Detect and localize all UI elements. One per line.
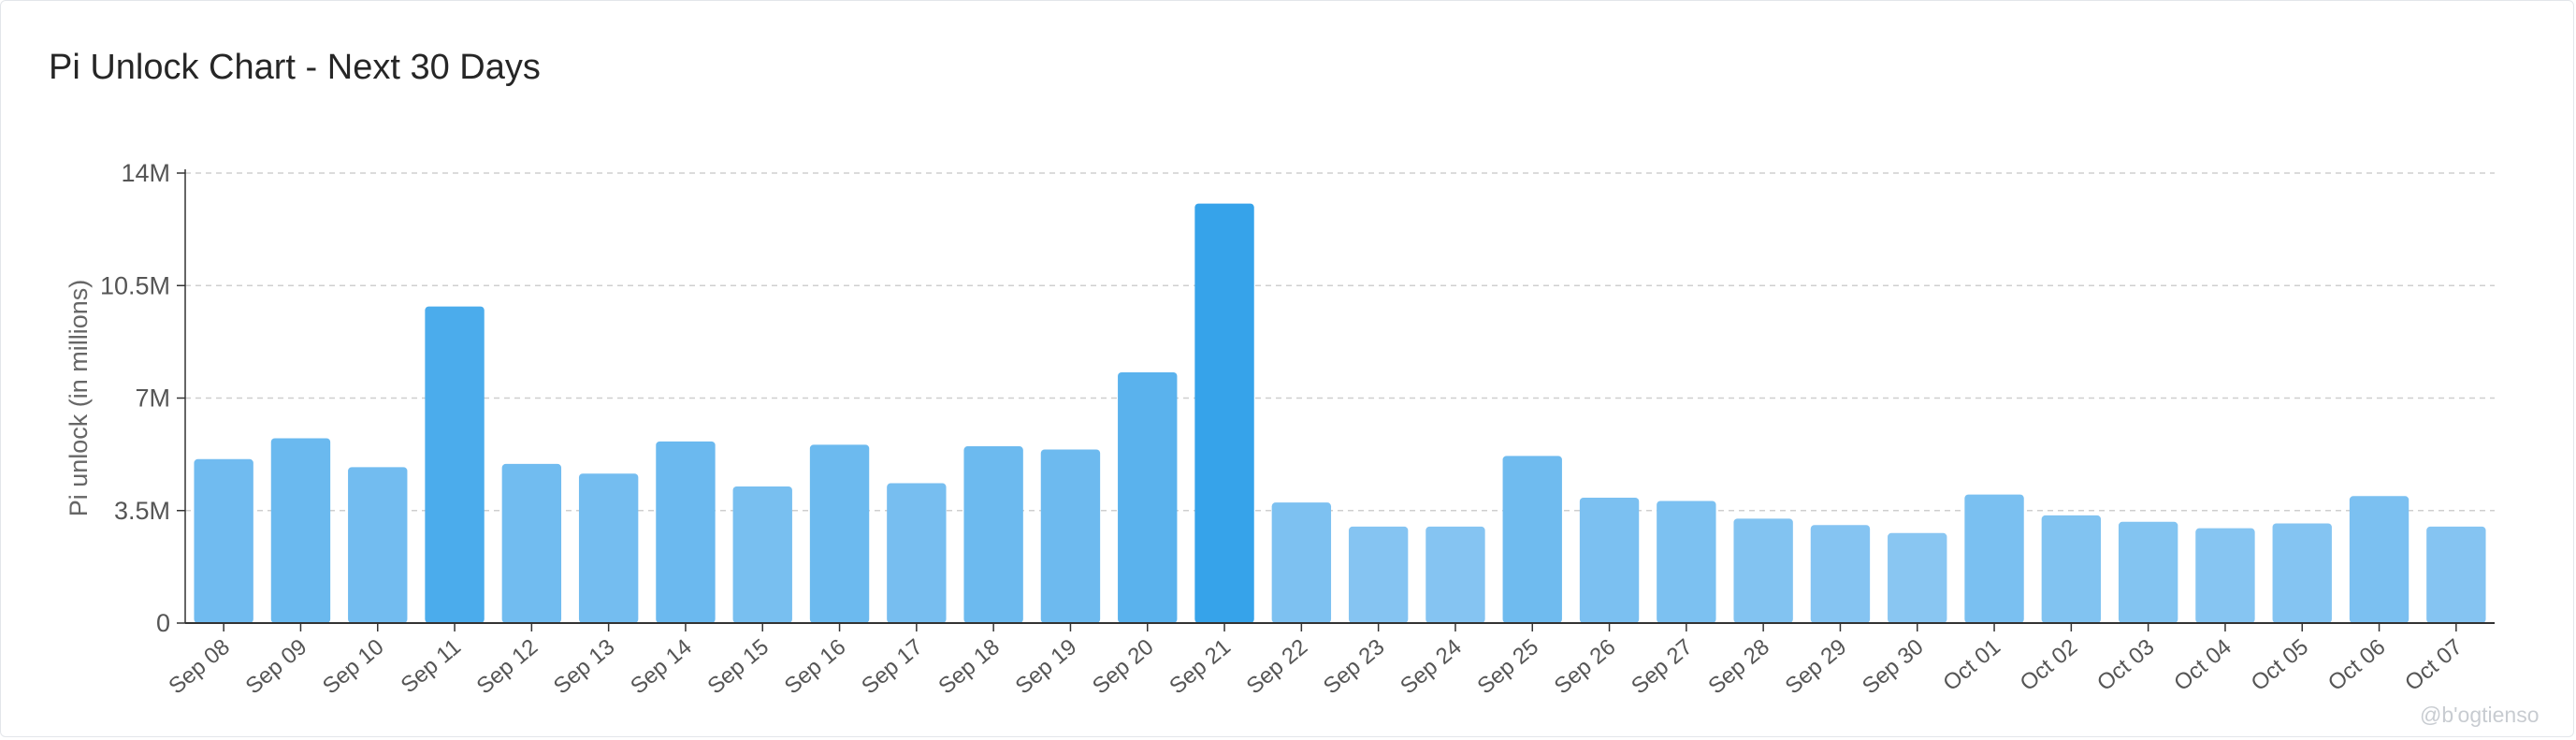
bar-oct-02 — [2041, 515, 2102, 623]
bar-sep-14 — [656, 441, 716, 623]
bar-sep-13 — [578, 473, 639, 623]
x-tick-label: Sep 30 — [1858, 634, 1929, 700]
x-tick-label: Sep 20 — [1088, 634, 1159, 700]
bar-oct-05 — [2272, 523, 2332, 623]
x-tick-label: Sep 29 — [1781, 634, 1852, 700]
x-tick-label: Sep 15 — [702, 634, 774, 700]
x-tick-label: Sep 13 — [549, 634, 620, 700]
bar-sep-26 — [1579, 498, 1640, 623]
bar-oct-04 — [2195, 528, 2255, 623]
bar-sep-17 — [887, 483, 947, 623]
y-tick-label: 7M — [135, 385, 170, 413]
bar-oct-07 — [2426, 526, 2486, 623]
bar-sep-28 — [1733, 518, 1793, 623]
watermark: @b'ogtienso — [2420, 703, 2540, 727]
bar-sep-09 — [270, 438, 331, 623]
bar-sep-23 — [1348, 526, 1409, 623]
y-tick-label: 10.5M — [100, 271, 170, 299]
x-tick-label: Oct 03 — [2092, 634, 2160, 696]
x-tick-label: Sep 09 — [241, 634, 312, 700]
x-tick-label: Sep 17 — [857, 634, 928, 700]
x-tick-label: Sep 11 — [397, 634, 466, 698]
bar-sep-30 — [1888, 532, 1947, 623]
y-tick-label: 0 — [156, 609, 170, 637]
x-tick-label: Oct 06 — [2323, 634, 2391, 696]
x-tick-label: Oct 04 — [2169, 634, 2236, 696]
bar-oct-01 — [1964, 494, 2024, 623]
x-tick-label: Sep 18 — [933, 634, 1005, 700]
bar-sep-22 — [1271, 502, 1332, 623]
x-tick-label: Sep 19 — [1011, 634, 1082, 700]
y-tick-label: 14M — [121, 159, 170, 187]
x-tick-label: Sep 12 — [472, 634, 543, 700]
x-tick-label: Sep 24 — [1396, 634, 1467, 700]
x-tick-label: Sep 23 — [1319, 634, 1390, 700]
x-tick-label: Sep 08 — [164, 634, 235, 700]
bar-sep-19 — [1040, 449, 1101, 623]
bar-sep-12 — [501, 463, 562, 623]
bar-sep-08 — [194, 458, 253, 623]
x-tick-label: Oct 02 — [2016, 634, 2083, 696]
x-tick-label: Sep 25 — [1472, 634, 1543, 700]
x-tick-label: Sep 16 — [780, 634, 851, 700]
chart-title: Pi Unlock Chart - Next 30 Days — [49, 48, 541, 87]
x-tick-label: Oct 07 — [2400, 634, 2467, 696]
x-tick-label: Sep 28 — [1703, 634, 1774, 700]
bar-sep-29 — [1810, 525, 1871, 623]
y-tick-label: 3.5M — [114, 497, 170, 525]
x-tick-label: Sep 10 — [318, 634, 389, 700]
x-tick-label: Sep 21 — [1165, 634, 1236, 700]
bar-sep-10 — [348, 467, 408, 623]
bar-sep-15 — [732, 486, 792, 623]
y-axis-label: Pi unlock (in millions) — [65, 280, 93, 517]
x-tick-label: Sep 14 — [626, 634, 697, 700]
bar-oct-06 — [2349, 496, 2410, 623]
bar-oct-03 — [2118, 521, 2178, 623]
bar-sep-24 — [1425, 526, 1485, 623]
x-tick-label: Sep 26 — [1550, 634, 1621, 700]
x-tick-label: Sep 22 — [1242, 634, 1313, 700]
x-tick-label: Oct 05 — [2247, 634, 2314, 696]
bar-sep-16 — [809, 444, 870, 623]
bar-sep-25 — [1502, 456, 1562, 623]
bar-sep-11 — [425, 306, 485, 623]
bar-sep-20 — [1118, 372, 1178, 623]
bar-sep-27 — [1657, 501, 1716, 623]
bar-sep-21 — [1194, 203, 1254, 623]
x-tick-label: Sep 27 — [1627, 634, 1698, 700]
x-tick-label: Oct 01 — [1938, 634, 2005, 696]
bar-sep-18 — [963, 446, 1023, 623]
